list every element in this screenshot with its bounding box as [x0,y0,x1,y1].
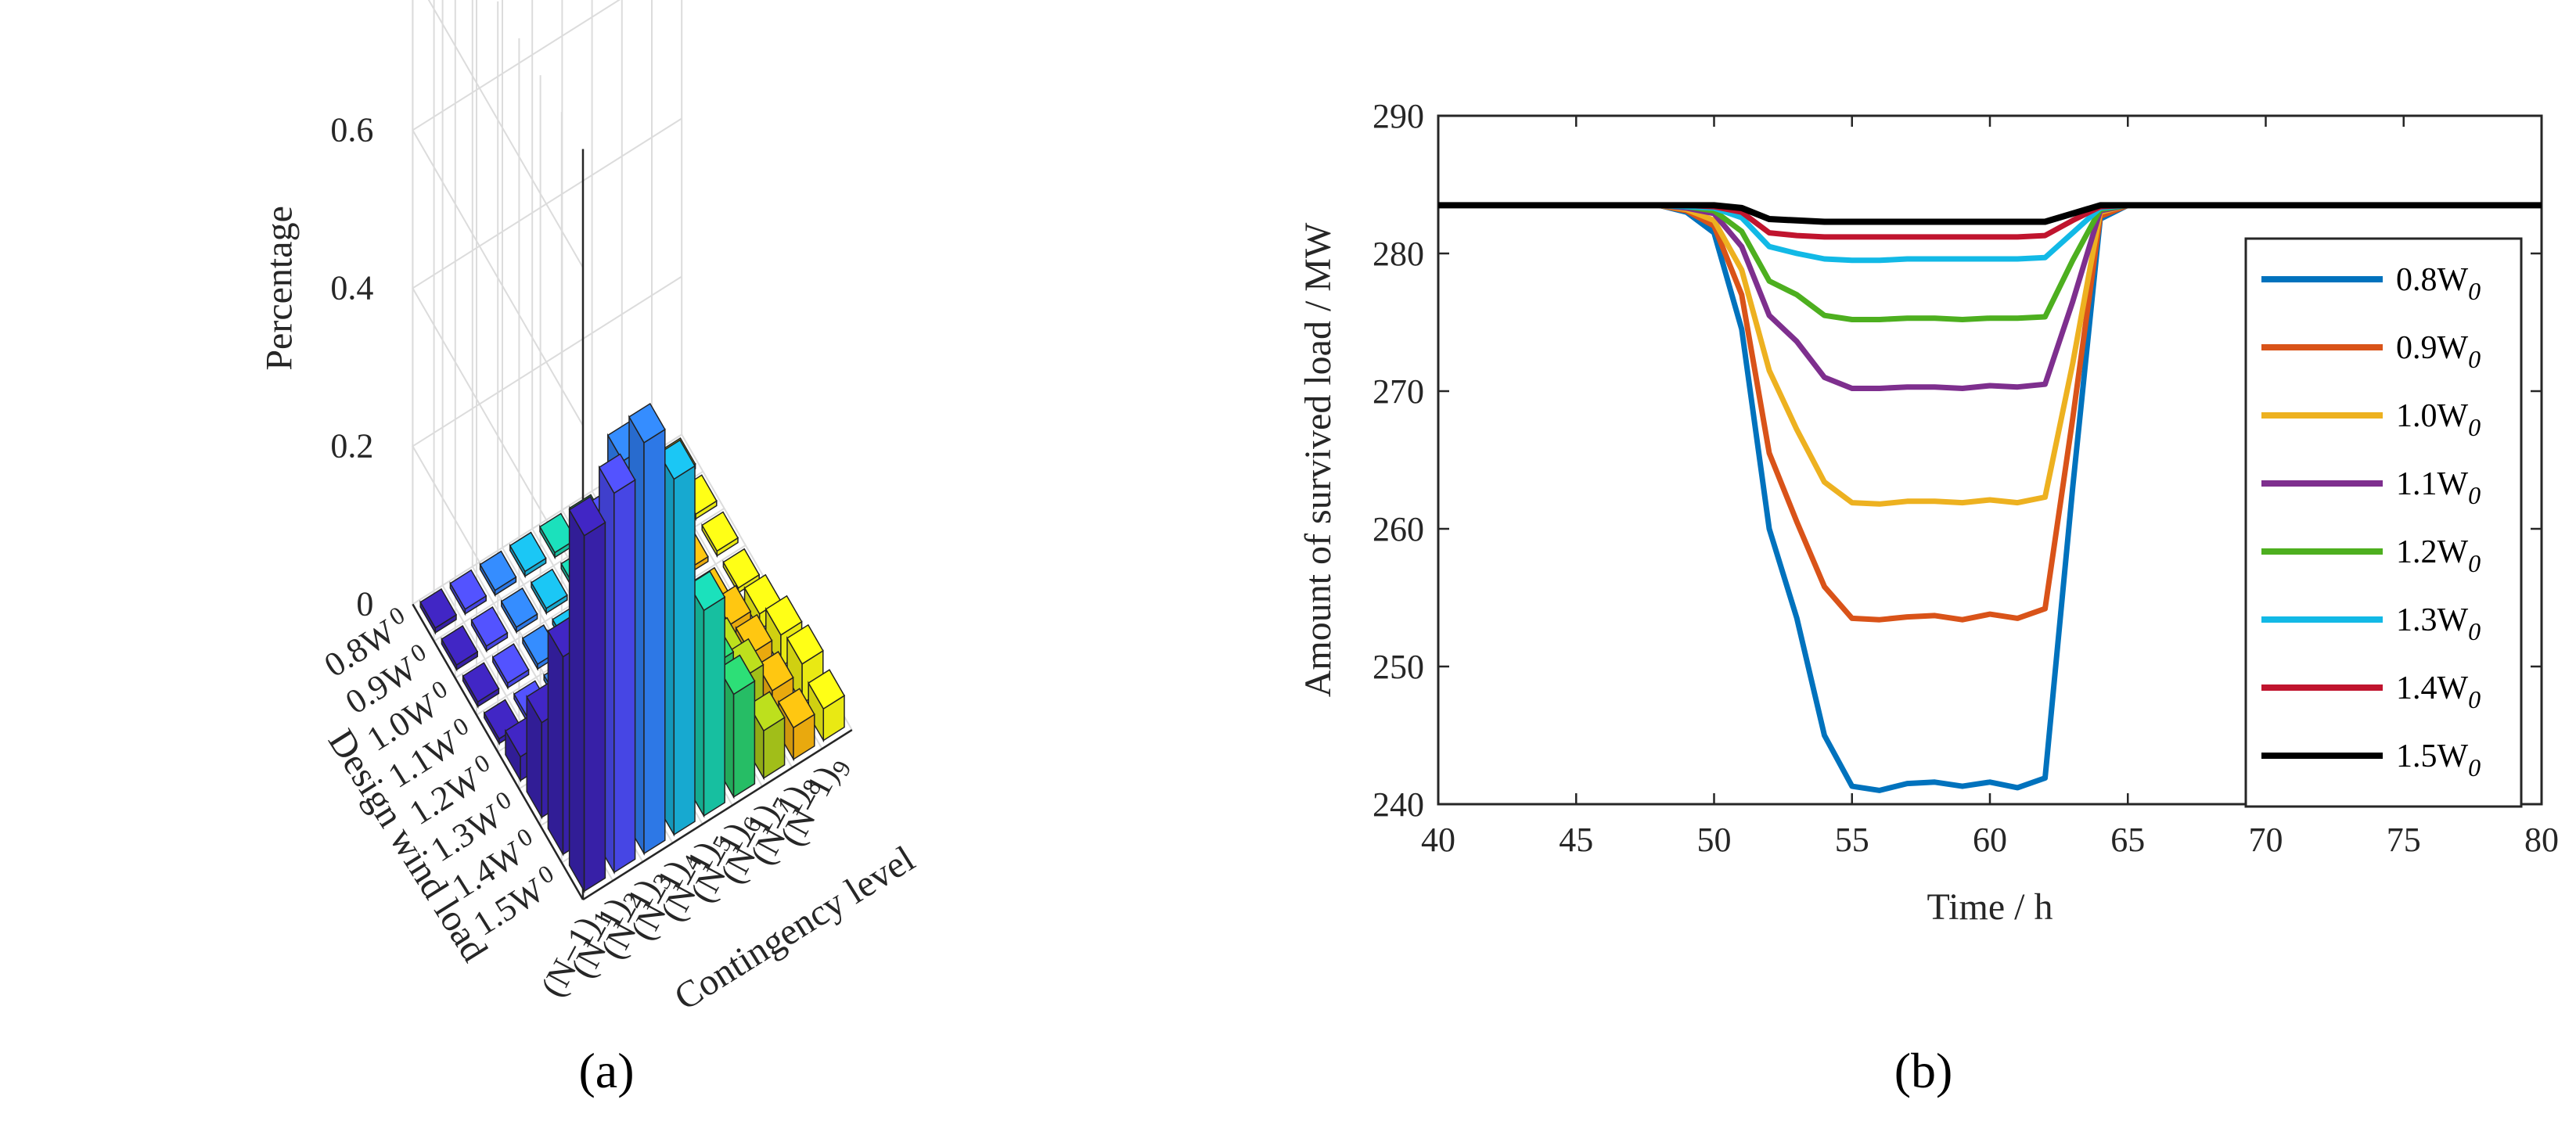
chart-b-series [1438,202,2542,793]
bar-face [777,688,815,729]
grid-line [412,0,621,426]
bar-2-1 [491,643,530,691]
bar-3-8 [722,548,761,595]
bar-7-5 [718,654,756,799]
chart-b-ylabel: Amount of survived load / MW [1297,222,1339,697]
bar-face [808,669,846,710]
z-tick-label: 0.4 [330,268,373,307]
legend-label: 1.4W0 [2396,670,2481,713]
bar-1-3 [530,568,568,616]
bar-1-0 [441,625,479,672]
bar-face [509,531,547,573]
chart-b-line: 40 45 50 55 60 65 70 75 80 240 250 260 270 280 290 Tim… [1297,97,2559,928]
bar-7-0 [568,495,606,894]
bar-face [479,550,517,591]
panel-label-b: (b) [1894,1043,1953,1098]
bar-2-8 [701,511,739,559]
bar-face [491,643,530,684]
chart-b-legend: 0.8W0 0.9W0 1.0W0 1.1W0 1.2W0 1.3W0 1.4W0 1.5W0 [2244,237,2523,808]
bar-face [598,453,636,494]
bar-face [718,654,756,695]
bar-face [786,623,824,665]
bar-face [643,428,666,855]
legend-label: 1.0W0 [2396,398,2481,441]
bar-0-3 [509,531,547,579]
legend-label: 0.9W0 [2396,330,2481,373]
y-tick-label: 270 [1373,372,1424,411]
bar-face [462,662,500,703]
bar-face [500,587,538,628]
z-tick-label: 0.2 [330,426,373,465]
chart-b-xlabel: Time / h [1927,886,2053,928]
bar-face [568,507,585,894]
z-tick-label: 0 [356,584,373,623]
x-tick-label: 50 [1697,821,1732,859]
bar-face [613,479,636,874]
bar-face [530,568,568,609]
bar-0-1 [449,569,487,616]
y-tick-label: 290 [1373,97,1424,135]
x-tick-label: 75 [2387,821,2421,859]
bar-face [765,595,803,636]
y-tick-label: 250 [1373,648,1424,686]
z-tick-label: 0.6 [330,110,373,149]
bar-face [703,596,725,817]
panel-label-a: (a) [578,1043,634,1098]
bar-face [747,691,786,732]
chart-b-ticks: 40 45 50 55 60 65 70 75 80 240 250 260 270 280 290 [1373,97,2559,859]
legend-label: 1.1W0 [2396,466,2481,509]
axis-line [412,603,585,900]
bar-face [419,587,458,629]
chart-a-bars [419,402,846,894]
legend-label: 1.5W0 [2396,738,2481,781]
bar-0-0 [419,587,458,635]
z-axis-label: Percentage [258,206,300,371]
bar-face [628,402,666,444]
chart-a-3d-bar: 00.20.40.60.8Percentage0.8W00.9W01.0W01.… [258,0,922,1019]
bar-1-1 [470,605,509,653]
x-tick-label: 60 [1973,821,2007,859]
x-tick-label: 70 [2249,821,2283,859]
bar-face [583,521,606,893]
bar-0-2 [479,550,517,598]
bar-face [688,570,726,612]
bar-face [756,651,794,692]
legend-label: 1.3W0 [2396,602,2481,645]
y-tick-label: 260 [1373,510,1424,548]
x-tick-label: 40 [1421,821,1455,859]
bar-face [568,495,606,537]
y-tick-label: 240 [1373,785,1424,824]
x-tick-label: 55 [1835,821,1869,859]
x-tick-label: 80 [2524,821,2559,859]
bar-7-8 [808,669,846,743]
bar-face [547,628,564,857]
bar-face [673,465,696,836]
legend-box [2244,237,2523,808]
grid-line [412,117,682,584]
bar-1-2 [500,587,538,634]
series-line-7 [1438,202,2542,225]
bar-face [441,625,479,666]
bar-face [658,439,696,480]
x-tick-label: 45 [1559,821,1593,859]
grid-line [427,0,584,268]
bar-face [449,569,487,610]
bar-face [722,548,761,589]
chart-a-labels: 00.20.40.60.8Percentage0.8W00.9W01.0W01.… [258,110,922,1018]
bar-face [732,680,756,799]
legend-label: 1.2W0 [2396,534,2481,577]
bar-face [470,605,509,647]
y-tick-label: 280 [1373,235,1424,273]
bar-2-0 [462,662,500,710]
x-tick-label: 65 [2110,821,2145,859]
bar-face [701,511,739,552]
legend-label: 0.8W0 [2396,262,2481,305]
axis-line [582,729,853,901]
